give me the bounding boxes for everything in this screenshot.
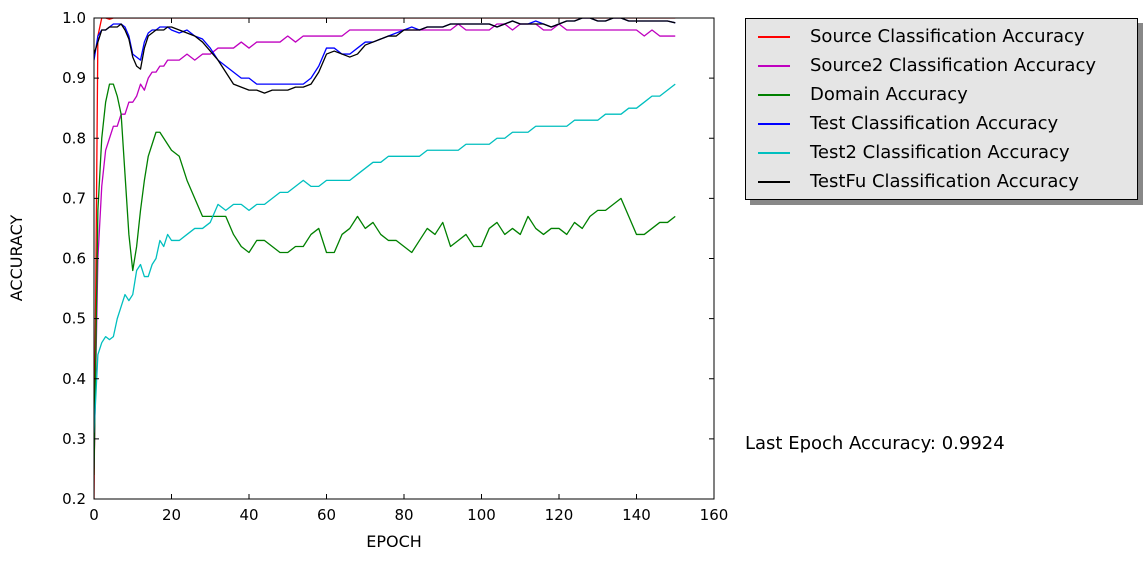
y-axis: 0.2 0.3 0.4 0.5 0.6 0.7 0.8 0.9 1.0 (62, 9, 714, 508)
legend-item: Source2 Classification Accuracy (746, 51, 1137, 80)
legend-label: Source2 Classification Accuracy (810, 55, 1096, 76)
y-tick-label: 0.7 (62, 189, 86, 207)
y-tick-label: 0.2 (62, 490, 86, 508)
legend-label: Source Classification Accuracy (810, 26, 1085, 47)
legend-item: TestFu Classification Accuracy (746, 167, 1137, 196)
series-line-6 (94, 18, 676, 94)
series-line-1 (94, 18, 676, 499)
legend-swatch (758, 36, 790, 38)
legend-swatch (758, 181, 790, 183)
x-tick-label: 40 (239, 506, 258, 524)
legend-label: TestFu Classification Accuracy (810, 171, 1079, 192)
legend-item: Source Classification Accuracy (746, 22, 1137, 51)
x-axis: 0 20 40 60 80 100 120 140 160 (89, 18, 728, 524)
x-tick-label: 0 (89, 506, 99, 524)
legend-swatch (758, 123, 790, 125)
y-tick-label: 0.4 (62, 370, 86, 388)
y-tick-label: 0.5 (62, 310, 86, 328)
legend-swatch (758, 152, 790, 154)
x-tick-label: 160 (700, 506, 729, 524)
legend-label: Domain Accuracy (810, 84, 968, 105)
y-tick-label: 0.3 (62, 430, 86, 448)
plot-area (93, 17, 715, 500)
legend-swatch (758, 94, 790, 96)
legend-item: Test2 Classification Accuracy (746, 138, 1137, 167)
series-line-5 (94, 83, 676, 433)
legend-item: Test Classification Accuracy (746, 109, 1137, 138)
x-axis-title: EPOCH (366, 532, 422, 551)
legend-swatch (758, 65, 790, 67)
series-line-4 (94, 18, 676, 85)
last-epoch-accuracy: Last Epoch Accuracy: 0.9924 (745, 433, 1005, 454)
series-line-2 (94, 23, 676, 469)
legend-label: Test2 Classification Accuracy (810, 142, 1070, 163)
x-tick-label: 120 (545, 506, 574, 524)
y-tick-label: 0.8 (62, 129, 86, 147)
x-tick-label: 60 (317, 506, 336, 524)
series-line-3 (94, 83, 676, 475)
x-tick-label: 140 (622, 506, 651, 524)
x-tick-label: 80 (394, 506, 413, 524)
y-tick-label: 0.6 (62, 250, 86, 268)
legend-label: Test Classification Accuracy (810, 113, 1059, 134)
legend: Source Classification Accuracy Source2 Cl… (745, 18, 1138, 200)
x-tick-label: 20 (162, 506, 181, 524)
y-tick-label: 1.0 (62, 9, 86, 27)
legend-item: Domain Accuracy (746, 80, 1137, 109)
y-tick-label: 0.9 (62, 69, 86, 87)
x-tick-label: 100 (467, 506, 496, 524)
plot-frame (93, 17, 715, 500)
y-axis-title: ACCURACY (7, 215, 26, 302)
